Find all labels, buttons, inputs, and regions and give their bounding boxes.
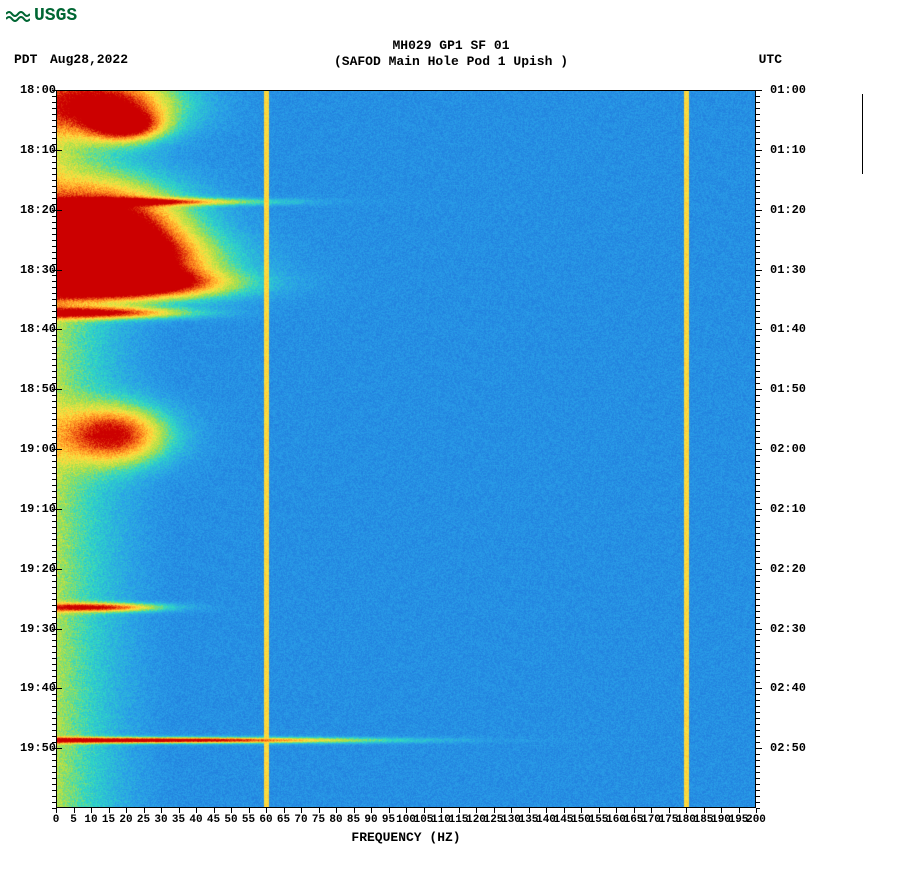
logo-text: USGS	[34, 6, 77, 26]
y-tick-right: 01:10	[770, 143, 820, 157]
y-tick-left: 19:20	[12, 562, 56, 576]
x-axis-label: FREQUENCY (HZ)	[56, 830, 756, 845]
x-tick: 65	[277, 814, 290, 826]
x-tick: 85	[347, 814, 360, 826]
x-tick: 10	[84, 814, 97, 826]
y-tick-right: 02:40	[770, 681, 820, 695]
side-marker	[862, 94, 863, 174]
y-tick-right: 02:10	[770, 502, 820, 516]
y-tick-left: 18:30	[12, 263, 56, 277]
y-tick-right: 01:00	[770, 83, 820, 97]
x-tick: 90	[364, 814, 377, 826]
y-tick-right: 01:40	[770, 322, 820, 336]
y-tick-right: 01:20	[770, 203, 820, 217]
y-tick-right: 02:50	[770, 741, 820, 755]
x-tick: 35	[172, 814, 185, 826]
y-tick-left: 19:30	[12, 622, 56, 636]
date-label: Aug28,2022	[50, 52, 128, 67]
spectrogram-plot	[56, 90, 756, 808]
y-tick-left: 19:40	[12, 681, 56, 695]
y-tick-left: 19:00	[12, 442, 56, 456]
x-tick: 30	[154, 814, 167, 826]
x-tick: 80	[329, 814, 342, 826]
x-tick: 25	[137, 814, 150, 826]
y-tick-right: 02:00	[770, 442, 820, 456]
right-timezone-label: UTC	[759, 52, 782, 67]
y-axis-left-pdt: 18:0018:1018:2018:3018:4018:5019:0019:10…	[12, 90, 56, 808]
x-tick: 40	[189, 814, 202, 826]
x-tick: 60	[259, 814, 272, 826]
y-tick-right: 01:30	[770, 263, 820, 277]
x-tick: 0	[53, 814, 60, 826]
y-tick-right: 01:50	[770, 382, 820, 396]
usgs-logo: USGS	[6, 6, 77, 26]
y-axis-right-utc: 01:0001:1001:2001:3001:4001:5002:0002:10…	[770, 90, 820, 808]
y-tick-left: 18:40	[12, 322, 56, 336]
x-tick: 75	[312, 814, 325, 826]
y-tick-left: 19:10	[12, 502, 56, 516]
y-tick-left: 18:00	[12, 83, 56, 97]
x-tick: 5	[70, 814, 77, 826]
y-tick-left: 18:20	[12, 203, 56, 217]
left-timezone-label: PDT	[14, 52, 37, 67]
y-tick-right: 02:20	[770, 562, 820, 576]
x-tick: 20	[119, 814, 132, 826]
x-tick: 55	[242, 814, 255, 826]
y-tick-left: 18:10	[12, 143, 56, 157]
y-tick-left: 18:50	[12, 382, 56, 396]
x-axis-frequency: FREQUENCY (HZ) 05 10 15 20 25 30 35 40 45 50 55 60 6…	[56, 808, 756, 858]
x-tick: 45	[207, 814, 220, 826]
wave-icon	[6, 7, 30, 25]
y-tick-left: 19:50	[12, 741, 56, 755]
x-tick: 15	[102, 814, 115, 826]
x-tick: 200	[746, 814, 766, 826]
x-tick: 50	[224, 814, 237, 826]
y-tick-right: 02:30	[770, 622, 820, 636]
x-tick: 95	[382, 814, 395, 826]
x-tick: 70	[294, 814, 307, 826]
